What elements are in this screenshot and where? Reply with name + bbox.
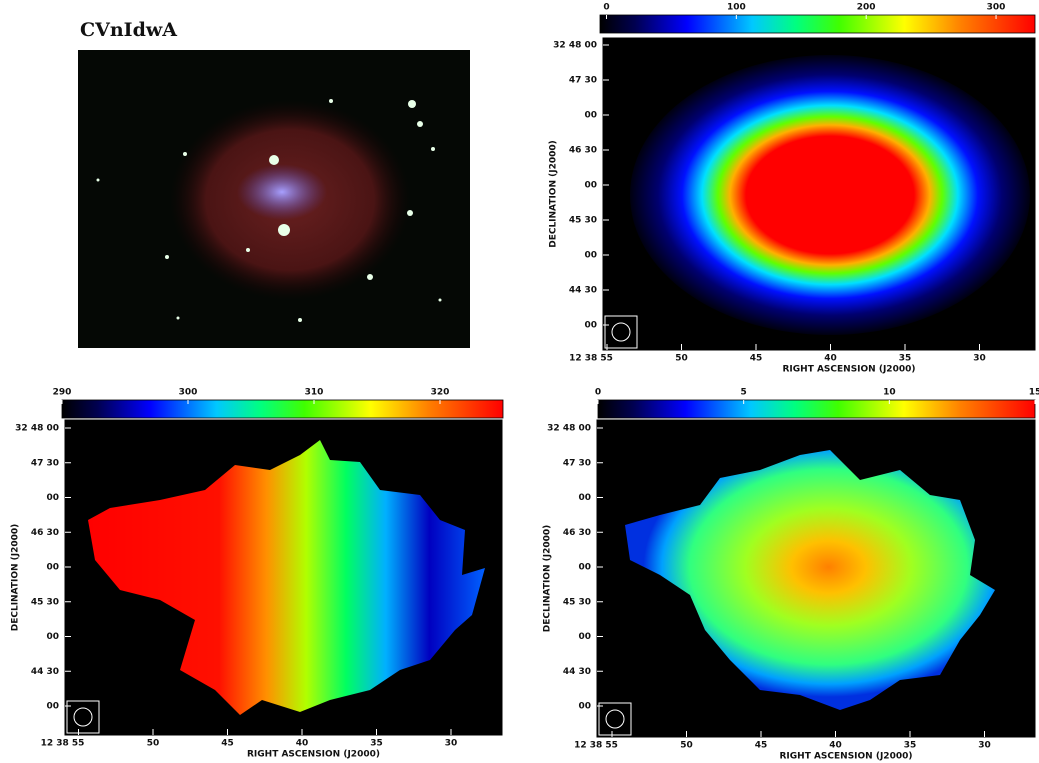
y-tick-label: 32 48 00 — [547, 424, 591, 434]
x-tick-label: 50 — [675, 354, 688, 364]
colorbar-tick-label: 310 — [305, 388, 324, 398]
x-tick-label: 35 — [370, 739, 383, 749]
y-tick-label: 00 — [46, 702, 59, 712]
colorbar-tick-label: 200 — [857, 3, 876, 13]
dispersion-image — [597, 420, 1035, 737]
colorbar-tick-label: 0 — [603, 3, 609, 13]
figure: CVnIdwA 010020030012 38 55504540353032 4… — [0, 0, 1039, 763]
y-tick-label: 00 — [584, 181, 597, 191]
y-tick-label: 32 48 00 — [15, 424, 59, 434]
colorbar-tick-label: 300 — [179, 388, 198, 398]
y-axis-label: DECLINATION (J2000) — [549, 140, 559, 248]
x-tick-label: 30 — [978, 741, 991, 751]
colorbar-tick-label: 290 — [53, 388, 72, 398]
y-tick-label: 00 — [46, 632, 59, 642]
x-tick-label: 12 38 55 — [569, 354, 613, 364]
colorbar — [598, 400, 1035, 418]
y-tick-label: 46 30 — [31, 528, 59, 538]
x-tick-label: 50 — [680, 741, 693, 751]
colorbar-tick-label: 10 — [883, 388, 896, 398]
y-tick-label: 47 30 — [569, 76, 597, 86]
y-tick-label: 47 30 — [31, 458, 59, 468]
y-tick-label: 44 30 — [563, 667, 591, 677]
x-tick-label: 12 38 55 — [41, 739, 85, 749]
x-axis-label: RIGHT ASCENSION (J2000) — [247, 750, 380, 760]
x-tick-label: 40 — [296, 739, 309, 749]
colorbar — [600, 15, 1035, 33]
y-tick-label: 00 — [46, 563, 59, 573]
x-tick-label: 35 — [904, 741, 917, 751]
y-tick-label: 00 — [584, 251, 597, 261]
y-axis-label: DECLINATION (J2000) — [11, 524, 21, 632]
x-tick-label: 45 — [755, 741, 768, 751]
page: CVnIdwA 010020030012 38 55504540353032 4… — [0, 0, 1039, 763]
y-tick-label: 45 30 — [569, 216, 597, 226]
y-tick-label: 32 48 00 — [553, 41, 597, 51]
colorbar-tick-label: 320 — [431, 388, 450, 398]
y-tick-label: 00 — [578, 632, 591, 642]
y-tick-label: 47 30 — [563, 458, 591, 468]
colorbar-tick-label: 5 — [741, 388, 747, 398]
hi-intensity-image — [603, 38, 1035, 350]
colorbar-tick-label: 0 — [595, 388, 601, 398]
x-tick-label: 50 — [147, 739, 160, 749]
y-tick-label: 00 — [46, 493, 59, 503]
colorbar-tick-label: 300 — [987, 3, 1006, 13]
x-tick-label: 30 — [973, 354, 986, 364]
y-tick-label: 00 — [584, 111, 597, 121]
x-tick-label: 45 — [221, 739, 234, 749]
y-tick-label: 00 — [578, 563, 591, 573]
x-tick-label: 12 38 55 — [574, 741, 618, 751]
x-tick-label: 30 — [445, 739, 458, 749]
optical-image — [78, 50, 470, 348]
colorbar-tick-label: 100 — [727, 3, 746, 13]
x-axis-label: RIGHT ASCENSION (J2000) — [783, 365, 916, 375]
y-axis-label: DECLINATION (J2000) — [543, 525, 553, 633]
y-tick-label: 44 30 — [569, 286, 597, 296]
x-tick-label: 40 — [829, 741, 842, 751]
velocity-image — [65, 420, 502, 735]
x-axis-label: RIGHT ASCENSION (J2000) — [780, 752, 913, 762]
y-tick-label: 46 30 — [569, 146, 597, 156]
colorbar — [62, 400, 503, 418]
title: CVnIdwA — [80, 19, 177, 41]
x-tick-label: 45 — [750, 354, 763, 364]
y-tick-label: 45 30 — [563, 597, 591, 607]
x-tick-label: 35 — [899, 354, 912, 364]
colorbar-tick-label: 15 — [1029, 388, 1039, 398]
y-tick-label: 00 — [584, 321, 597, 331]
y-tick-label: 44 30 — [31, 667, 59, 677]
y-tick-label: 00 — [578, 702, 591, 712]
y-tick-label: 46 30 — [563, 528, 591, 538]
y-tick-label: 00 — [578, 493, 591, 503]
x-tick-label: 40 — [824, 354, 837, 364]
y-tick-label: 45 30 — [31, 597, 59, 607]
